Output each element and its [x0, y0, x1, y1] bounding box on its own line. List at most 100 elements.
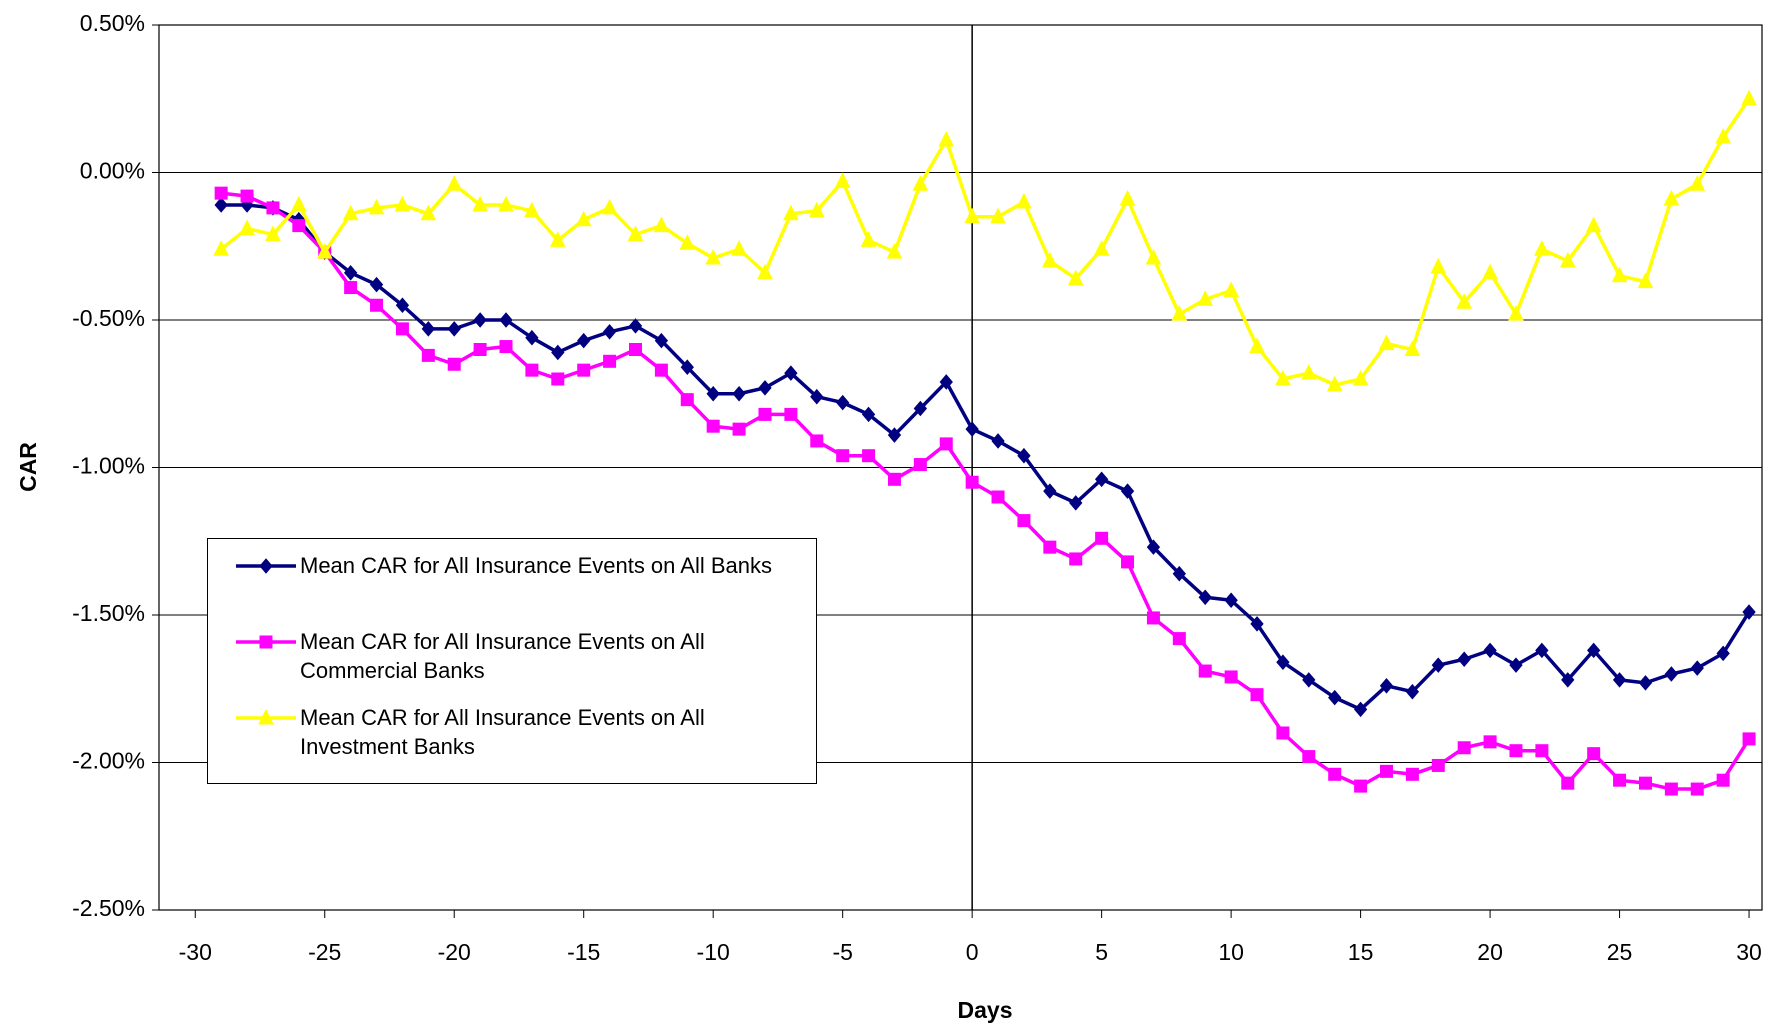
- data-point: [887, 427, 902, 443]
- data-point: [473, 312, 487, 328]
- data-point: [1431, 758, 1445, 772]
- data-point: [680, 393, 694, 407]
- data-point: [939, 374, 953, 390]
- data-point: [1664, 666, 1679, 682]
- data-point: [214, 186, 228, 200]
- data-point: [395, 297, 410, 314]
- data-point: [836, 394, 850, 411]
- data-point: [1431, 657, 1445, 673]
- data-point: [1379, 764, 1393, 778]
- y-tick-label: -2.50%: [72, 895, 145, 921]
- legend-label: Mean CAR for All Insurance Events on All…: [300, 629, 705, 683]
- data-point: [551, 372, 565, 386]
- data-point: [1121, 555, 1135, 569]
- data-point: [473, 343, 487, 356]
- data-point: [1715, 127, 1731, 144]
- data-point: [1302, 750, 1316, 764]
- data-point: [861, 406, 876, 423]
- data-point: [1638, 675, 1653, 691]
- legend-label: Mean CAR for All Insurance Events on All…: [300, 553, 773, 578]
- y-tick-label: 0.00%: [80, 158, 145, 184]
- data-point: [1378, 334, 1395, 351]
- data-point: [499, 312, 513, 328]
- data-point: [240, 189, 254, 203]
- data-point: [784, 407, 798, 421]
- data-point: [1741, 89, 1757, 106]
- data-point: [603, 354, 617, 368]
- data-point: [808, 201, 825, 218]
- data-point: [577, 332, 591, 349]
- x-tick-label: -30: [179, 939, 212, 965]
- data-point: [1043, 540, 1057, 554]
- data-point: [447, 321, 461, 337]
- data-point: [1509, 744, 1523, 758]
- x-tick-label: 10: [1218, 939, 1244, 965]
- data-point: [913, 400, 928, 417]
- data-point: [1249, 337, 1265, 354]
- data-point: [316, 243, 333, 259]
- data-point: [1509, 657, 1523, 673]
- data-point: [653, 216, 670, 233]
- data-point: [1224, 592, 1238, 609]
- data-point: [1690, 782, 1704, 796]
- data-point: [991, 433, 1005, 449]
- data-point: [1120, 483, 1135, 499]
- data-point: [1328, 689, 1342, 706]
- data-point: [783, 204, 799, 221]
- data-point: [1405, 767, 1419, 781]
- data-point: [1354, 779, 1368, 793]
- data-point: [1224, 670, 1238, 684]
- y-axis-title: CAR: [15, 442, 41, 492]
- data-point: [1069, 552, 1083, 566]
- data-point: [1587, 642, 1601, 659]
- data-point: [1198, 664, 1212, 678]
- data-point: [1508, 304, 1524, 321]
- data-point: [577, 363, 591, 377]
- data-point: [1742, 732, 1756, 746]
- data-point: [1585, 216, 1602, 233]
- data-point: [1457, 741, 1471, 755]
- data-point: [1172, 632, 1186, 646]
- x-tick-label: 0: [966, 939, 979, 965]
- data-point: [549, 231, 566, 247]
- data-point: [1069, 495, 1083, 511]
- data-point: [1561, 776, 1575, 790]
- data-point: [758, 380, 772, 396]
- data-point: [525, 329, 539, 346]
- data-point: [991, 490, 1005, 504]
- data-point: [1353, 701, 1368, 718]
- data-point: [679, 234, 696, 250]
- data-point: [1276, 654, 1290, 670]
- data-point: [1171, 304, 1188, 321]
- data-point: [421, 348, 435, 362]
- data-point: [912, 175, 929, 191]
- data-point: [1587, 747, 1601, 761]
- data-point: [1017, 447, 1031, 464]
- data-point: [1716, 773, 1730, 787]
- data-point: [446, 175, 463, 191]
- data-point: [394, 195, 411, 212]
- data-point: [1689, 175, 1706, 191]
- y-tick-label: -1.00%: [72, 453, 145, 479]
- data-point: [1093, 240, 1110, 256]
- data-point: [1559, 251, 1576, 268]
- data-point: [292, 219, 306, 233]
- data-point: [628, 318, 643, 334]
- data-point: [1328, 767, 1342, 781]
- data-point: [887, 472, 901, 486]
- x-tick-label: 25: [1607, 939, 1633, 965]
- data-point: [1690, 660, 1704, 676]
- data-point: [862, 449, 876, 463]
- data-point: [472, 195, 488, 212]
- data-point: [1119, 189, 1136, 206]
- x-tick-label: 5: [1095, 939, 1108, 965]
- data-point: [1637, 272, 1654, 289]
- data-point: [370, 298, 384, 312]
- y-tick-label: 0.50%: [80, 10, 145, 36]
- data-point: [1534, 240, 1550, 256]
- y-tick-label: -2.00%: [72, 748, 145, 774]
- data-point: [1742, 604, 1756, 620]
- data-point: [706, 385, 720, 402]
- data-point: [784, 365, 798, 381]
- data-point: [1663, 189, 1680, 206]
